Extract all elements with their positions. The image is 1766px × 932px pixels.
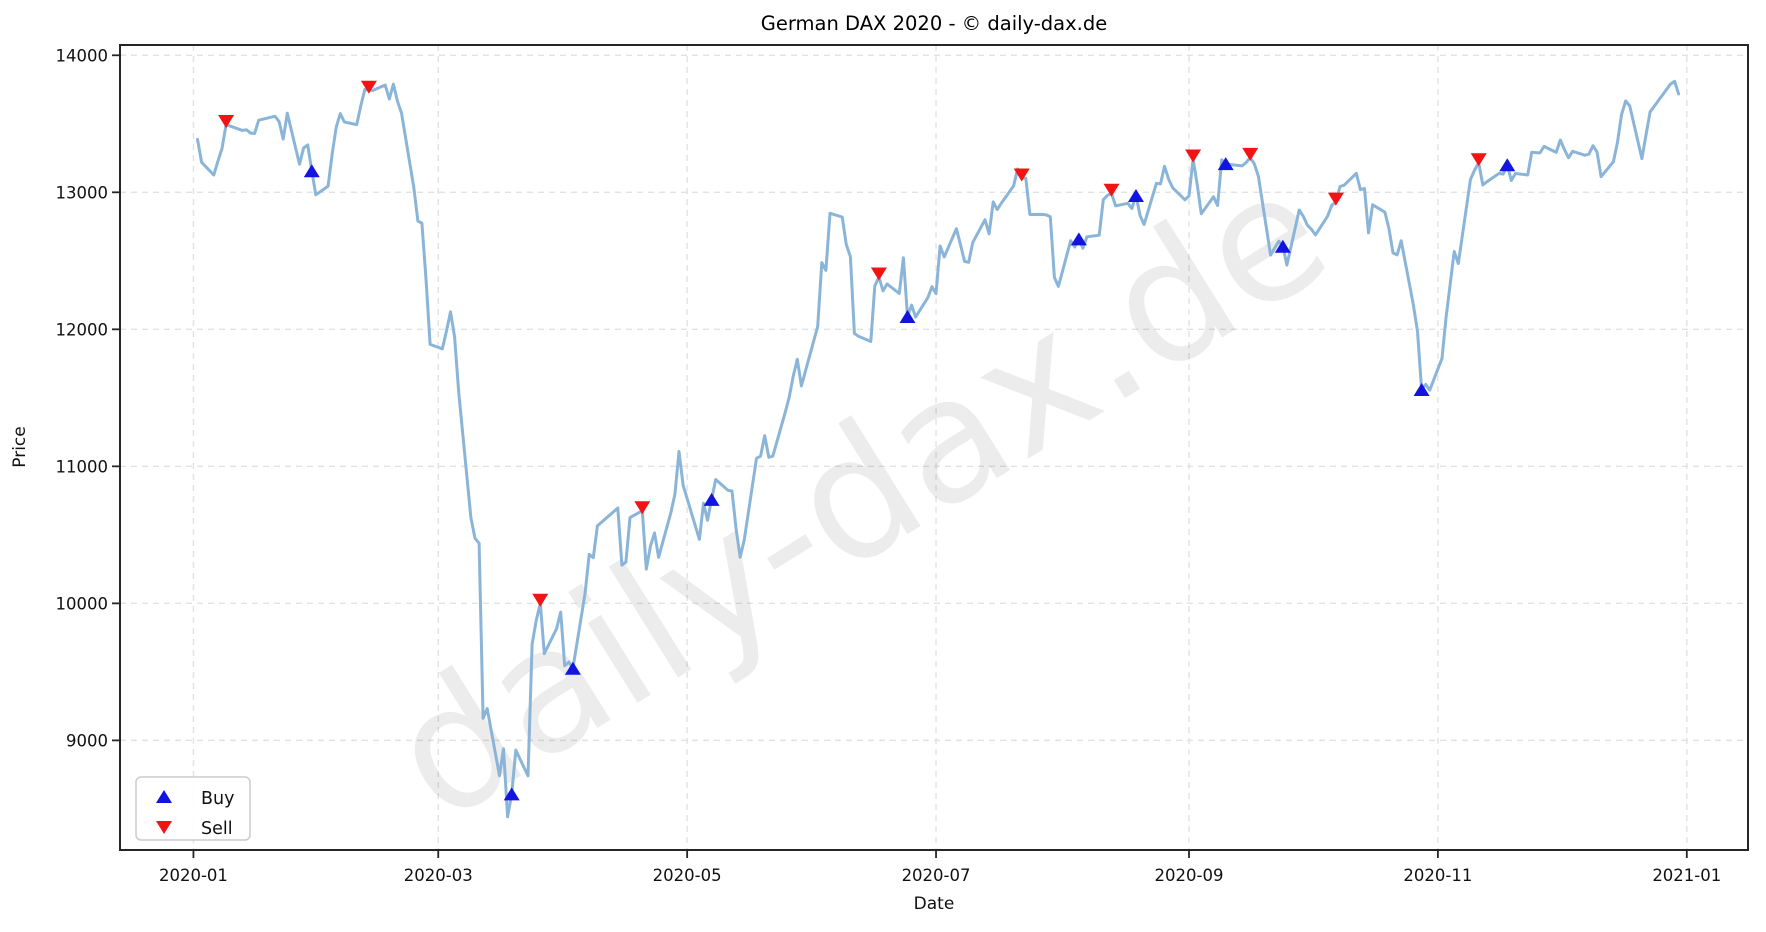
buy-marker — [1274, 239, 1291, 253]
sell-marker — [1242, 147, 1259, 161]
legend-sell-label: Sell — [201, 819, 233, 839]
y-tick-label: 14000 — [56, 46, 109, 65]
x-tick-label: 2020-01 — [159, 866, 228, 885]
y-axis-label: Price — [10, 426, 30, 467]
x-tick-label: 2020-05 — [653, 866, 722, 885]
buy-marker — [1070, 232, 1087, 246]
x-axis-ticks: 2020-01 2020-03 2020-05 2020-07 2020-09 2020-… — [159, 850, 1721, 885]
x-tick-label: 2020-11 — [1403, 866, 1472, 885]
legend: Buy Sell — [135, 776, 251, 841]
y-tick-label: 11000 — [56, 457, 109, 476]
sell-marker — [870, 267, 887, 281]
buy-marker — [303, 164, 320, 178]
watermark-text: daily-dax.de — [357, 129, 1360, 860]
buy-marker — [1413, 382, 1430, 396]
sell-marker — [1013, 168, 1030, 182]
x-tick-label: 2020-07 — [902, 866, 971, 885]
sell-marker — [218, 114, 235, 128]
signal-markers — [218, 80, 1516, 801]
sell-marker — [1327, 192, 1344, 206]
buy-marker — [564, 661, 581, 675]
buy-marker — [899, 309, 916, 323]
x-tick-label: 2020-09 — [1155, 866, 1224, 885]
buy-marker — [1217, 157, 1234, 171]
buy-marker — [503, 787, 520, 801]
sell-marker — [1470, 153, 1487, 167]
sell-marker — [360, 80, 377, 94]
buy-marker — [1127, 188, 1144, 202]
y-axis-ticks: 9000 10000 11000 12000 13000 14000 — [56, 46, 120, 750]
legend-buy-label: Buy — [201, 789, 234, 809]
sell-marker — [634, 501, 651, 515]
buy-marker — [1499, 158, 1516, 172]
x-tick-label: 2021-01 — [1652, 866, 1721, 885]
sell-triangle-icon — [156, 821, 172, 834]
sell-marker — [532, 593, 549, 607]
buy-triangle-icon — [156, 790, 172, 803]
plot-border — [119, 44, 1749, 851]
chart-title: German DAX 2020 - © daily-dax.de — [761, 12, 1107, 35]
y-tick-label: 10000 — [56, 594, 109, 613]
y-tick-label: 12000 — [56, 320, 109, 339]
sell-marker — [1103, 183, 1120, 197]
buy-marker — [703, 492, 720, 506]
y-tick-label: 9000 — [66, 731, 108, 750]
y-tick-label: 13000 — [56, 183, 109, 202]
price-line — [196, 79, 1681, 819]
gridlines — [120, 45, 1748, 850]
x-axis-label: Date — [914, 894, 955, 914]
sell-marker — [1185, 149, 1202, 163]
x-tick-label: 2020-03 — [404, 866, 473, 885]
